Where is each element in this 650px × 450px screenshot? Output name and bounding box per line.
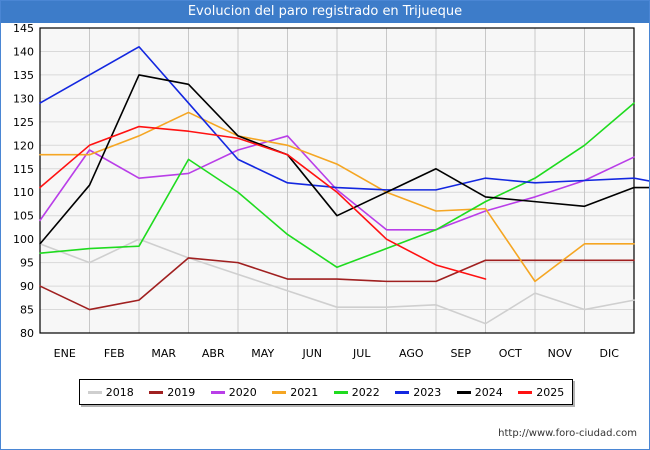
x-axis-tick-label: MAR bbox=[151, 347, 176, 360]
legend-swatch-icon bbox=[272, 390, 287, 394]
x-axis-tick-label: DIC bbox=[600, 347, 620, 360]
y-axis-tick-label: 110 bbox=[13, 186, 34, 199]
legend-item-2024[interactable]: 2024 bbox=[456, 385, 503, 399]
series-line-2022 bbox=[39, 102, 635, 269]
series-line-2024 bbox=[39, 74, 649, 245]
legend-swatch-icon bbox=[210, 390, 225, 394]
y-axis-tick-label: 145 bbox=[13, 23, 34, 35]
chart-legend: 2018 2019 2020 2021 2022 2023 2024 2025 bbox=[79, 379, 573, 405]
x-axis-tick-label: NOV bbox=[548, 347, 573, 360]
y-axis-tick-label: 90 bbox=[20, 280, 34, 293]
legend-swatch-icon bbox=[333, 390, 348, 394]
legend-swatch-icon bbox=[395, 390, 410, 394]
legend-swatch-icon bbox=[456, 390, 471, 394]
legend-item-2021[interactable]: 2021 bbox=[272, 386, 318, 399]
series-line-2023 bbox=[39, 45, 649, 191]
legend-label: 2020 bbox=[228, 385, 257, 399]
legend-label: 2019 bbox=[167, 385, 196, 399]
legend-item-2023[interactable]: 2023 bbox=[395, 386, 441, 399]
legend-swatch-icon bbox=[87, 390, 102, 394]
legend-label: 2024 bbox=[474, 385, 503, 399]
y-axis-tick-label: 130 bbox=[13, 92, 34, 105]
legend-label: 2025 bbox=[536, 385, 565, 399]
series-line-2018 bbox=[39, 238, 635, 325]
x-axis-tick-labels: ENE FEB MAR ABR MAY JUN JUL AGO SEP OCT NOV DIC bbox=[54, 347, 620, 360]
y-axis-tick-label: 135 bbox=[13, 69, 34, 82]
legend-label: 2018 bbox=[105, 385, 134, 399]
series-line-2020 bbox=[39, 135, 635, 231]
legend-item-2025[interactable]: 2025 bbox=[518, 386, 564, 399]
chart-plot-area: 80 85 90 95 100 105 110 115 120 125 130 135 140 145 E… bbox=[1, 23, 649, 363]
x-axis-tick-label: ENE bbox=[54, 347, 76, 360]
series-line-2019 bbox=[39, 257, 635, 311]
legend-swatch-icon bbox=[518, 390, 533, 394]
legend-item-2022[interactable]: 2022 bbox=[333, 385, 380, 399]
x-axis-tick-label: ABR bbox=[202, 347, 225, 360]
x-axis-tick-label: OCT bbox=[499, 347, 522, 360]
legend-label: 2022 bbox=[351, 385, 380, 399]
legend-item-2020[interactable]: 2020 bbox=[210, 385, 257, 399]
y-axis-tick-label: 100 bbox=[13, 233, 34, 246]
y-axis-tick-label: 115 bbox=[13, 163, 34, 176]
x-axis-tick-label: AGO bbox=[399, 347, 424, 360]
legend-label: 2021 bbox=[290, 385, 319, 399]
legend-label: 2023 bbox=[413, 385, 442, 399]
y-axis-tick-label: 120 bbox=[13, 139, 34, 152]
legend-item-2018[interactable]: 2018 bbox=[87, 385, 134, 399]
series-line-2021 bbox=[39, 111, 635, 283]
data-series-layer bbox=[39, 45, 649, 325]
y-axis-tick-label: 80 bbox=[20, 327, 34, 340]
x-axis-tick-label: FEB bbox=[104, 347, 125, 360]
line-chart: 80 85 90 95 100 105 110 115 120 125 130 135 140 145 E… bbox=[13, 23, 649, 360]
y-axis-tick-label: 85 bbox=[20, 304, 34, 317]
y-axis-tick-label: 125 bbox=[13, 116, 34, 129]
window-title: Evolucion del paro registrado en Trijueq… bbox=[1, 1, 649, 23]
y-axis-tick-label: 105 bbox=[13, 210, 34, 223]
series-line-2025 bbox=[39, 125, 487, 280]
x-axis-tick-label: JUL bbox=[352, 347, 371, 360]
legend-swatch-icon bbox=[149, 390, 164, 394]
x-axis-tick-label: MAY bbox=[251, 347, 274, 360]
x-axis-tick-label: JUN bbox=[301, 347, 322, 360]
source-watermark: http://www.foro-ciudad.com bbox=[498, 428, 637, 439]
y-axis-tick-label: 140 bbox=[13, 45, 34, 58]
grid-lines bbox=[40, 28, 634, 333]
x-axis-tick-label: SEP bbox=[450, 347, 471, 360]
y-axis-tick-labels: 80 85 90 95 100 105 110 115 120 125 130 135 140 145 bbox=[13, 23, 34, 340]
plot-frame bbox=[39, 27, 635, 334]
y-axis-tick-label: 95 bbox=[20, 257, 34, 270]
legend-item-2019[interactable]: 2019 bbox=[149, 386, 195, 399]
